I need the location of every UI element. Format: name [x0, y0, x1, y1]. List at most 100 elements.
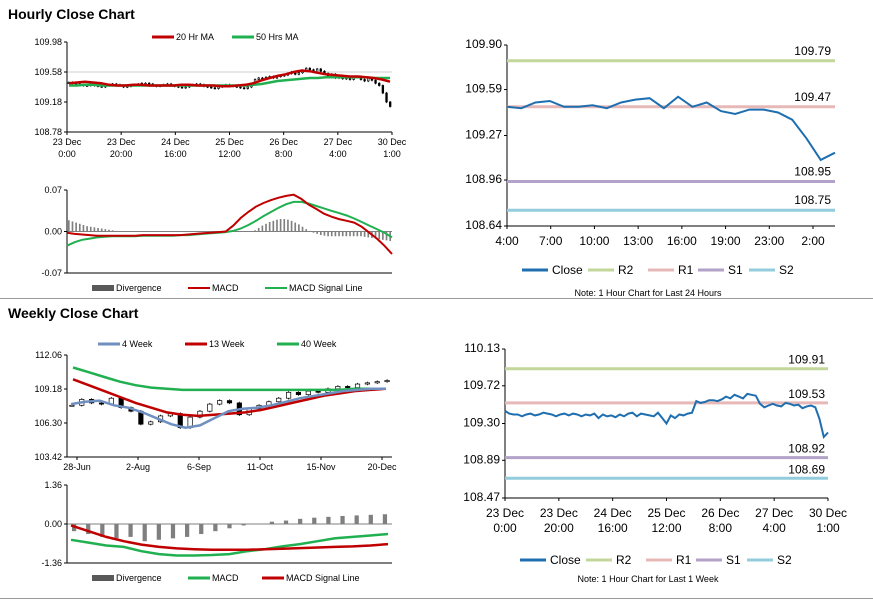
hourly-24h-note: Note: 1 Hour Chart for Last 24 Hours: [574, 288, 722, 298]
hourly-divergence-bar: [133, 231, 136, 232]
hourly-divergence-bar: [184, 231, 187, 232]
weekly-price-x-tick-label: 20-Dec: [367, 462, 397, 472]
hourly-price-candle: [389, 101, 392, 107]
weekly-1w-level-label: 109.91: [788, 353, 825, 367]
weekly-divergence-bar: [354, 515, 359, 524]
hourly-divergence-bar: [254, 230, 256, 232]
weekly-divergence-bar: [269, 521, 275, 524]
weekly-macd-line: [70, 532, 389, 557]
weekly-legend-4w-label: 4 Week: [122, 339, 153, 349]
hourly-price-x-tick-label: 25 Dec: [215, 137, 244, 147]
hourly-divergence-bar: [93, 227, 96, 232]
hourly-divergence-bar: [119, 231, 121, 232]
hourly-divergence-bar: [272, 220, 275, 232]
weekly-price-x-tick-label: 15-Nov: [306, 462, 336, 472]
hourly-price-candle: [213, 87, 217, 90]
hourly-divergence-bar: [309, 230, 311, 232]
hourly-divergence-bar: [86, 226, 88, 232]
hourly-24h-legend-label: R2: [618, 263, 634, 277]
hourly-divergence-bar: [195, 231, 198, 232]
hourly-price-x-tick-label: 1:00: [383, 149, 401, 159]
hourly-24h-legend-label: Close: [552, 263, 583, 277]
hourly-divergence-bar: [301, 226, 304, 232]
hourly-divergence-bar: [246, 231, 249, 232]
hourly-divergence-bar: [319, 231, 322, 236]
hourly-24h-x-tick-label: 19:00: [711, 234, 741, 248]
hourly-divergence-bar: [294, 222, 297, 232]
hourly-divergence-bar: [287, 219, 289, 232]
weekly-40w-line: [72, 366, 386, 392]
weekly-divergence-bar: [184, 524, 190, 537]
hourly-legend-ma20-label: 20 Hr MA: [176, 32, 214, 42]
weekly-legend-macd-label: MACD: [212, 573, 239, 583]
hourly-24h-y-tick-label: 109.59: [465, 82, 502, 96]
hourly-divergence-bar: [323, 231, 326, 236]
weekly-price-candle: [207, 403, 213, 412]
weekly-1w-legend-label: S1: [726, 553, 741, 567]
weekly-divergence-bar: [382, 514, 388, 524]
hourly-24h-y-tick-label: 109.90: [465, 37, 502, 51]
weekly-macd-y-tick-label: 0.00: [44, 519, 62, 529]
hourly-divergence-bar: [173, 231, 176, 232]
weekly-1w-y-tick-label: 108.47: [463, 490, 500, 504]
hourly-divergence-bar: [108, 229, 110, 232]
hourly-price-candle: [319, 68, 322, 72]
hourly-divergence-bar: [330, 231, 333, 237]
hourly-24h-y-tick-label: 108.64: [465, 218, 502, 232]
weekly-section-title: Weekly Close Chart: [8, 305, 139, 321]
hourly-price-x-tick-label: 20:00: [110, 149, 133, 159]
weekly-1w-x-tick-label: 25 Dec: [647, 506, 685, 520]
hourly-price-candle: [381, 85, 385, 94]
hourly-24h-x-tick-label: 2:00: [801, 234, 825, 248]
hourly-price-x-tick-label: 24 Dec: [161, 137, 190, 147]
weekly-price-candle: [345, 386, 351, 388]
weekly-1w-legend-label: Close: [550, 553, 581, 567]
weekly-divergence-bar: [199, 524, 204, 535]
hourly-legend-divergence-swatch: [92, 285, 114, 291]
hourly-24h-level-label: 109.47: [794, 90, 831, 104]
hourly-price-candle: [242, 87, 246, 90]
weekly-legend-13w-label: 13 Week: [209, 339, 245, 349]
weekly-1w-x-tick-label: 20:00: [544, 521, 574, 535]
hourly-divergence-bar: [341, 231, 344, 237]
weekly-divergence-bar: [142, 524, 147, 542]
weekly-1w-legend-label: S2: [777, 553, 792, 567]
hourly-price-x-tick-label: 12:00: [218, 149, 241, 159]
weekly-price-candle: [315, 390, 321, 393]
hourly-price-candle: [246, 86, 249, 89]
hourly-ma20-line: [68, 69, 391, 88]
hourly-divergence-bar: [162, 231, 165, 232]
weekly-price-y-tick-label: 106.30: [34, 418, 62, 428]
weekly-4w-line: [70, 387, 386, 429]
hourly-price-candle: [374, 79, 377, 84]
hourly-divergence-bar: [363, 231, 366, 237]
hourly-divergence-bar: [144, 231, 147, 232]
hourly-macd-y-tick-label: -0.07: [41, 268, 62, 278]
hourly-divergence-bar: [130, 231, 132, 232]
weekly-1w-level-label: 109.53: [788, 387, 825, 401]
weekly-1w-level-label: 108.69: [788, 462, 825, 476]
weekly-1w-x-tick-label: 4:00: [762, 521, 786, 535]
hourly-24h-close-line: [506, 95, 836, 162]
weekly-1w-x-tick-label: 23 Dec: [540, 506, 578, 520]
weekly-1w-x-tick-label: 27 Dec: [755, 506, 793, 520]
hourly-divergence-bar: [122, 231, 125, 232]
weekly-price-candle: [295, 391, 302, 396]
hourly-divergence-bar: [349, 231, 351, 237]
weekly-1w-y-tick-label: 110.13: [464, 341, 500, 355]
hourly-24h-x-tick-label: 16:00: [667, 234, 697, 248]
hourly-divergence-bar: [327, 231, 329, 237]
hourly-divergence-bar: [137, 231, 140, 232]
hourly-divergence-bar: [199, 231, 202, 232]
hourly-price-x-tick-label: 26 Dec: [269, 137, 298, 147]
hourly-24h-x-tick-label: 7:00: [539, 234, 563, 248]
hourly-divergence-bar: [290, 220, 293, 232]
hourly-divergence-bar: [268, 222, 271, 232]
hourly-price-x-tick-label: 8:00: [275, 149, 293, 159]
hourly-price-candle: [147, 82, 151, 85]
hourly-24h-y-tick-label: 109.27: [465, 128, 502, 142]
weekly-1w-y-tick-label: 109.30: [463, 416, 500, 430]
weekly-price-x-tick-label: 28-Jun: [63, 462, 91, 472]
weekly-1w-x-tick-label: 30 Dec: [809, 506, 847, 520]
